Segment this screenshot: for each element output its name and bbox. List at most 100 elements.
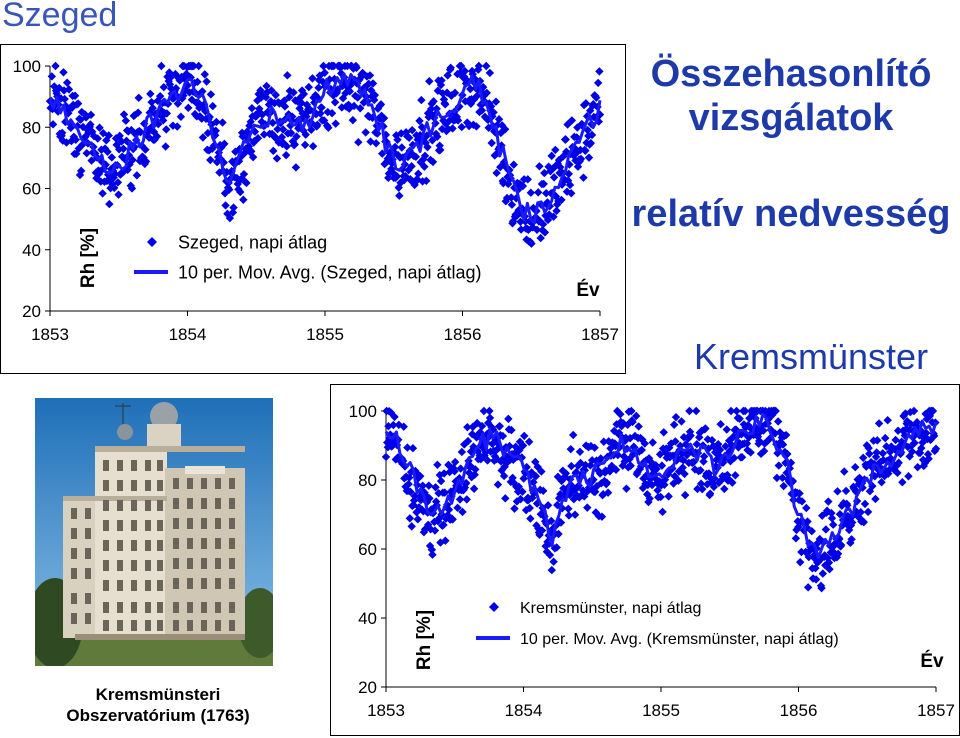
observatory-photo [35,398,273,666]
data-point [71,135,80,144]
x-axis-label: Év [920,650,944,672]
y-tick-label: 40 [22,241,41,260]
data-point [324,123,333,132]
data-point [281,150,291,160]
legend-diamond-marker [489,602,499,612]
data-point [817,583,826,593]
data-point [225,185,234,194]
data-point [195,112,205,121]
data-point [510,504,519,513]
data-point [84,128,93,137]
data-point [88,127,97,136]
data-point [489,108,498,117]
data-point [82,148,91,158]
data-point [269,146,278,156]
data-point [457,122,466,132]
data-point [561,135,570,144]
data-point [155,91,165,101]
data-point [446,487,456,496]
data-point [656,492,665,502]
data-point [518,181,528,191]
data-point [330,74,339,84]
data-point [660,480,669,489]
data-point [858,453,868,462]
y-axis-label: Rh [%] [414,610,435,670]
y-tick-label: 60 [358,540,377,559]
data-point [910,438,919,448]
data-point [697,426,706,436]
data-point [253,133,263,143]
data-point [162,109,172,118]
data-point [907,447,917,456]
data-point [909,406,919,416]
data-point [731,471,740,480]
data-point [575,447,585,456]
data-point [465,468,474,478]
data-point [903,417,912,426]
data-point [239,195,248,204]
data-point [872,448,881,457]
data-point [331,119,340,128]
data-point [559,152,568,161]
data-point [455,473,464,483]
data-point [62,78,72,87]
data-point [824,497,833,506]
data-point [176,112,186,121]
data-point [199,104,208,113]
data-point [173,99,183,108]
data-point [499,471,509,481]
data-point [691,406,701,416]
data-point [136,127,145,137]
data-point [864,443,873,453]
data-point [247,103,257,113]
data-point [729,453,739,463]
data-point [570,144,580,153]
data-point [931,444,941,453]
data-point [208,101,217,111]
data-point [556,162,565,172]
data-point [408,444,418,453]
data-point [466,84,475,94]
data-point [582,112,592,121]
data-point [651,461,660,470]
data-point [272,154,282,163]
data-point [81,113,91,122]
data-point [907,441,916,450]
data-point [453,69,462,79]
data-point [557,476,566,486]
data-point [450,88,460,98]
data-point [511,194,521,203]
data-point [61,117,70,127]
observatory-building-illustration [35,398,273,666]
data-point [472,91,482,101]
data-point [485,68,495,78]
data-point [576,145,585,155]
data-point [865,486,875,496]
data-point [134,93,143,103]
data-point [625,434,635,443]
data-point [437,76,446,85]
data-point [401,482,410,491]
data-point [644,454,654,463]
data-point [152,132,162,141]
data-point [543,215,553,225]
data-point [327,109,337,118]
data-point [470,470,479,479]
data-point [443,71,452,80]
data-point [376,100,386,109]
data-point [593,78,603,88]
data-point [259,130,269,139]
data-point [726,406,736,416]
data-point [498,431,508,441]
data-point [538,220,548,229]
data-point [429,97,438,106]
data-point [508,216,518,226]
data-point [612,420,621,429]
legend-label-moving-average: 10 per. Mov. Avg. (Szeged, napi átlag) [178,262,482,282]
data-point [732,406,741,416]
data-point [638,483,648,493]
data-point [702,480,712,489]
data-point [659,428,668,437]
data-point [430,526,440,535]
data-point [157,61,166,71]
